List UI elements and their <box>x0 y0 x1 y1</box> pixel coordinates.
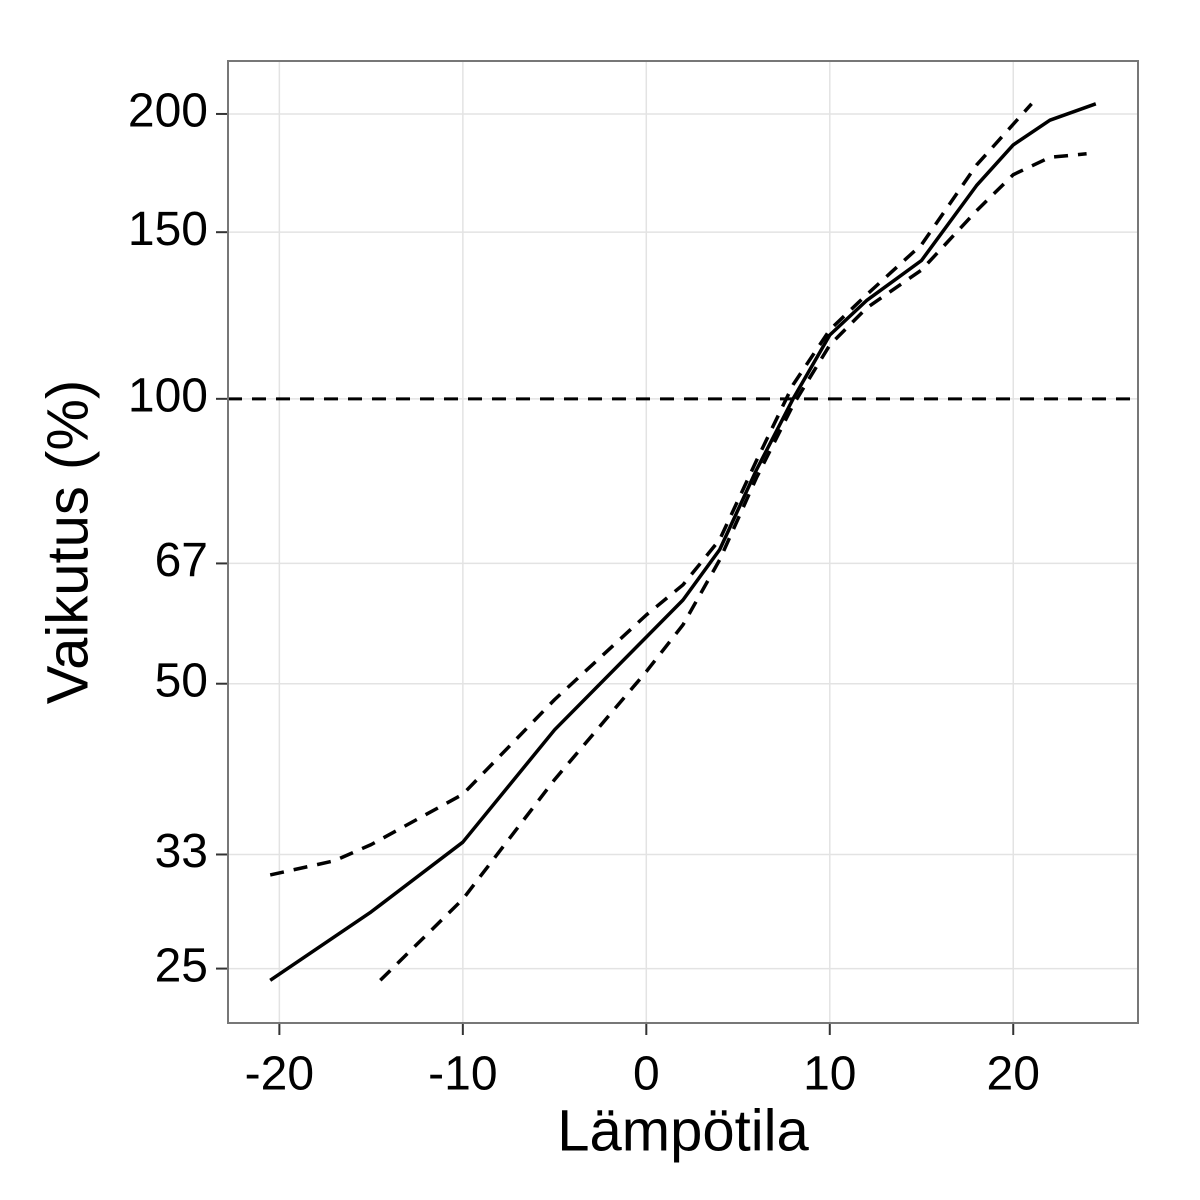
y-tick-label: 200 <box>128 85 208 138</box>
y-tick-label: 50 <box>155 654 208 707</box>
x-tick-label: -10 <box>428 1048 497 1101</box>
y-axis-title: Vaikutus (%) <box>35 380 100 704</box>
y-tick-label: 25 <box>155 939 208 992</box>
y-tick-label: 33 <box>155 825 208 878</box>
x-tick-label: -20 <box>245 1048 314 1101</box>
confidence-line <box>379 152 1087 982</box>
y-tick-label: 150 <box>128 203 208 256</box>
y-tick-label: 100 <box>128 370 208 423</box>
x-tick-label: 20 <box>987 1048 1040 1101</box>
y-tick-label: 67 <box>155 534 208 587</box>
x-axis-title: Lämpötila <box>557 1098 809 1163</box>
fit-line <box>269 102 1097 982</box>
x-tick-label: 0 <box>633 1048 660 1101</box>
x-tick-label: 10 <box>803 1048 856 1101</box>
plot-background <box>228 61 1138 1023</box>
plot-border <box>227 60 1139 1024</box>
